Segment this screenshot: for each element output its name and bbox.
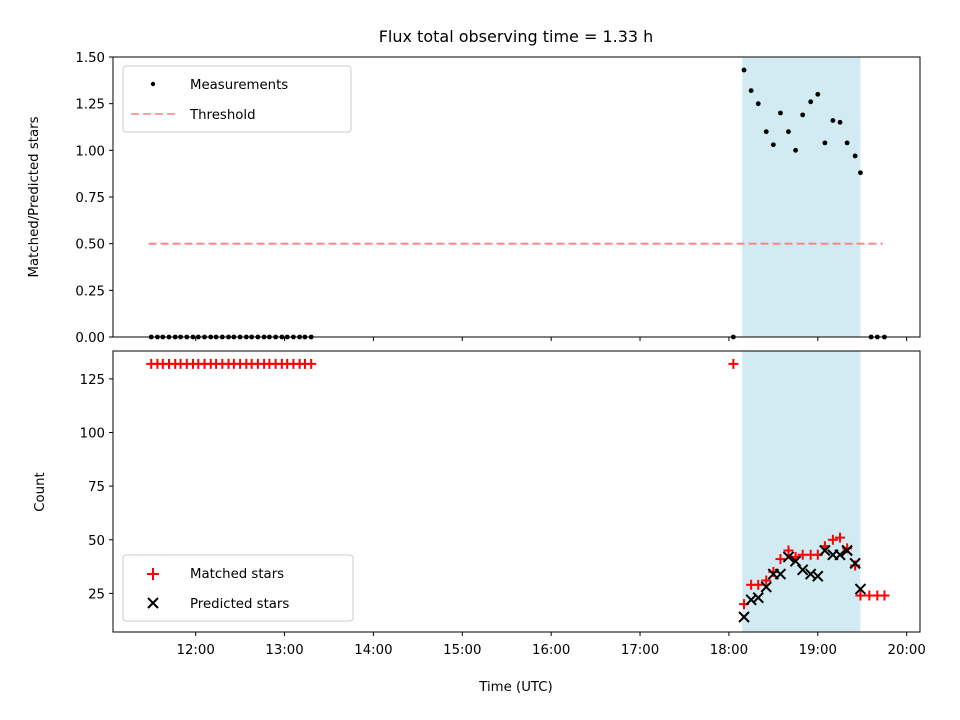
legend-predicted-label: Predicted stars	[190, 597, 289, 612]
measurement-point	[852, 153, 858, 159]
x-tick-label: 16:00	[532, 643, 570, 658]
top-y-tick-label: 0.25	[75, 284, 105, 299]
measurement-point	[844, 140, 850, 146]
x-tick-label: 17:00	[621, 643, 659, 658]
x-axis-label: Time (UTC)	[478, 680, 553, 695]
x-tick-label: 18:00	[710, 643, 748, 658]
top-y-tick-label: 0.50	[75, 238, 105, 253]
predicted-star-point	[774, 568, 787, 580]
measurement-point	[786, 129, 791, 135]
predicted-star-point	[841, 544, 853, 557]
predicted-star-point	[752, 591, 764, 604]
bottom-y-tick-label: 25	[88, 587, 105, 602]
matched-star-point	[753, 579, 764, 590]
x-tick-label: 20:00	[888, 643, 926, 658]
top-y-axis-label: Matched/Predicted stars	[27, 116, 42, 277]
measurement-point	[770, 142, 776, 148]
predicted-star-point	[812, 570, 824, 582]
legend-matched-label: Matched stars	[190, 567, 284, 582]
bottom-legend: Matched stars Predicted stars	[122, 554, 354, 622]
x-tick-label: 14:00	[354, 643, 392, 658]
matched-star-point	[761, 575, 772, 586]
measurement-point	[763, 129, 769, 135]
measurement-point	[830, 118, 836, 123]
matched-star-point	[783, 545, 794, 556]
matched-star-point	[835, 532, 846, 543]
measurement-point	[778, 110, 783, 116]
measurement-point	[837, 119, 843, 125]
measurement-point	[755, 101, 761, 107]
top-legend: Measurements Threshold	[122, 65, 352, 133]
predicted-star-point	[804, 568, 817, 580]
top-y-tick-label: 1.00	[75, 144, 105, 159]
top-shaded-region	[742, 57, 861, 337]
legend-measurements-label: Measurements	[190, 78, 288, 93]
matched-star-point	[879, 590, 890, 601]
matched-star-point	[728, 358, 739, 369]
chart-title: Flux total observing time = 1.33 h	[379, 27, 654, 46]
matched-star-point	[306, 358, 317, 369]
bottom-y-tick-label: 125	[80, 373, 105, 388]
bottom-y-tick-label: 50	[88, 534, 105, 549]
predicted-star-point	[789, 555, 802, 567]
measurement-point	[793, 147, 798, 153]
measurement-point	[808, 99, 814, 105]
top-y-tick-label: 0.75	[75, 191, 105, 206]
bottom-y-tick-label: 100	[80, 427, 105, 442]
measurement-point	[800, 112, 806, 118]
top-legend-box	[122, 65, 352, 133]
bottom-plot-frame	[112, 350, 921, 633]
predicted-star-point	[760, 581, 772, 593]
bottom-panel: 25 50 75 100 125 12:00 13:00 14:00 15:00 16:00 17…	[33, 350, 926, 695]
bottom-shaded-region	[742, 351, 861, 632]
x-tick-label: 15:00	[443, 643, 481, 658]
predicted-star-point	[854, 583, 867, 595]
x-tick-label: 19:00	[799, 643, 837, 658]
predicted-star-point	[849, 557, 861, 570]
predicted-star-point	[782, 551, 795, 563]
bottom-y-axis-label: Count	[33, 472, 48, 512]
predicted-star-point	[796, 564, 809, 576]
top-y-tick-label: 1.25	[75, 98, 105, 113]
matched-star-point	[775, 554, 786, 565]
legend-predicted-marker	[147, 597, 159, 609]
matched-star-point	[855, 590, 866, 601]
x-tick-label: 12:00	[176, 643, 214, 658]
x-tick-label: 13:00	[265, 643, 303, 658]
legend-measurements-marker	[150, 81, 156, 87]
top-y-tick-label: 1.50	[75, 51, 105, 66]
predicted-star-point	[745, 594, 757, 606]
predicted-star-point	[738, 611, 750, 623]
bottom-y-tick-label: 75	[88, 480, 105, 495]
top-y-tick-label: 0.00	[75, 331, 105, 346]
bottom-legend-box	[122, 554, 354, 622]
top-panel: 0.00 0.25 0.50 0.75 1.00 1.25 1.50 Matched/Pre…	[27, 51, 921, 346]
measurement-point	[741, 67, 747, 73]
measurement-point	[815, 91, 821, 97]
legend-matched-marker	[147, 568, 159, 580]
measurement-point	[748, 88, 754, 93]
measurement-point	[822, 140, 828, 146]
predicted-star-point	[834, 549, 846, 561]
measurement-point	[858, 170, 863, 176]
predicted-star-point	[819, 544, 831, 557]
matched-star-point	[827, 534, 838, 545]
legend-threshold-label: Threshold	[189, 108, 256, 123]
